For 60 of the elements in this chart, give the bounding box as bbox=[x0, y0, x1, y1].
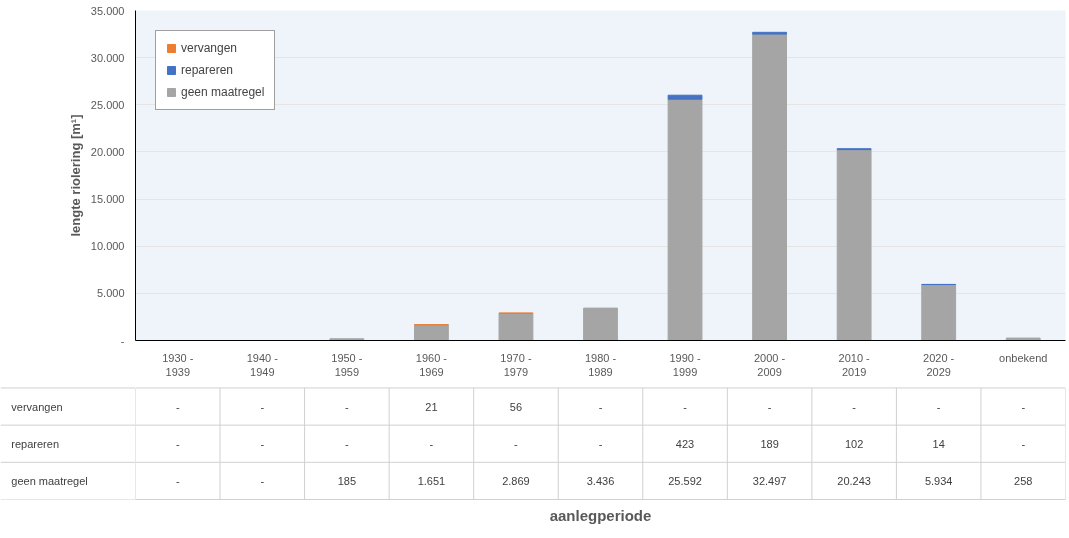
legend-label: repareren bbox=[181, 63, 234, 77]
data-label: 56 bbox=[509, 400, 523, 413]
x-tick-label: 1960 - 1969 bbox=[415, 351, 448, 378]
data-label: 423 bbox=[675, 437, 695, 450]
text: - bbox=[936, 400, 941, 413]
data-label: 189 bbox=[760, 437, 779, 450]
text: - bbox=[175, 400, 180, 413]
text: - bbox=[767, 400, 772, 413]
data-label: 5.934 bbox=[924, 474, 953, 487]
y-tick-label: 10.000 bbox=[90, 240, 125, 253]
y-tick-label: 30.000 bbox=[90, 51, 125, 64]
data-label: 32.497 bbox=[752, 474, 787, 487]
data-label: 102 bbox=[844, 437, 864, 450]
text: - bbox=[683, 400, 687, 413]
text: - bbox=[514, 437, 518, 450]
text: - bbox=[345, 437, 349, 450]
x-tick-label: 1950 - 1959 bbox=[331, 351, 363, 378]
text: repareren bbox=[11, 437, 59, 450]
text: - bbox=[175, 474, 180, 487]
data-label: 258 bbox=[1014, 474, 1033, 487]
x-tick-label: onbekend bbox=[999, 351, 1048, 364]
text: - bbox=[1021, 437, 1026, 450]
y-axis-title: lengte riolering [m¹] bbox=[67, 114, 83, 237]
text: geen maatregel bbox=[11, 474, 88, 487]
text: - bbox=[260, 474, 265, 487]
y-tick-label: 20.000 bbox=[90, 145, 125, 158]
text: aanlegperiode bbox=[549, 506, 652, 524]
x-tick-label: 1940 - 1949 bbox=[246, 351, 279, 378]
text: - bbox=[260, 437, 265, 450]
text: - bbox=[260, 400, 265, 413]
y-tick-label: 5.000 bbox=[96, 287, 125, 300]
data-label: 1.651 bbox=[417, 474, 446, 487]
y-tick-label: - bbox=[120, 334, 125, 347]
data-label: 3.436 bbox=[586, 474, 615, 487]
legend-label: geen maatregel bbox=[181, 85, 265, 99]
x-tick-label: 2000 - 2009 bbox=[754, 351, 786, 378]
text: - bbox=[429, 437, 434, 450]
text: - bbox=[175, 437, 180, 450]
x-tick-label: 1990 - 1999 bbox=[669, 351, 701, 378]
text: - bbox=[598, 400, 603, 413]
x-tick-label: 1970 - 1979 bbox=[500, 351, 532, 378]
text: vervangen bbox=[11, 400, 63, 413]
legend-label: vervangen bbox=[181, 41, 238, 55]
x-tick-label: 2020 - 2029 bbox=[923, 351, 955, 378]
text: - bbox=[1021, 400, 1026, 413]
y-tick-label: 15.000 bbox=[90, 193, 125, 206]
data-label: 25.592 bbox=[668, 474, 702, 487]
x-tick-label: 2010 - 2019 bbox=[838, 351, 871, 378]
y-tick-label: 35.000 bbox=[90, 4, 125, 17]
data-label: 20.243 bbox=[837, 474, 871, 487]
data-label: 185 bbox=[337, 474, 357, 487]
text: - bbox=[598, 437, 603, 450]
data-label: 21 bbox=[425, 400, 438, 413]
data-label: 14 bbox=[932, 437, 945, 450]
x-tick-label: 1930 - 1939 bbox=[162, 351, 194, 378]
y-tick-label: 25.000 bbox=[90, 98, 125, 111]
data-label: 2.869 bbox=[502, 474, 530, 487]
x-tick-label: 1980 - 1989 bbox=[584, 351, 617, 378]
text: - bbox=[852, 400, 856, 413]
text: - bbox=[345, 400, 349, 413]
